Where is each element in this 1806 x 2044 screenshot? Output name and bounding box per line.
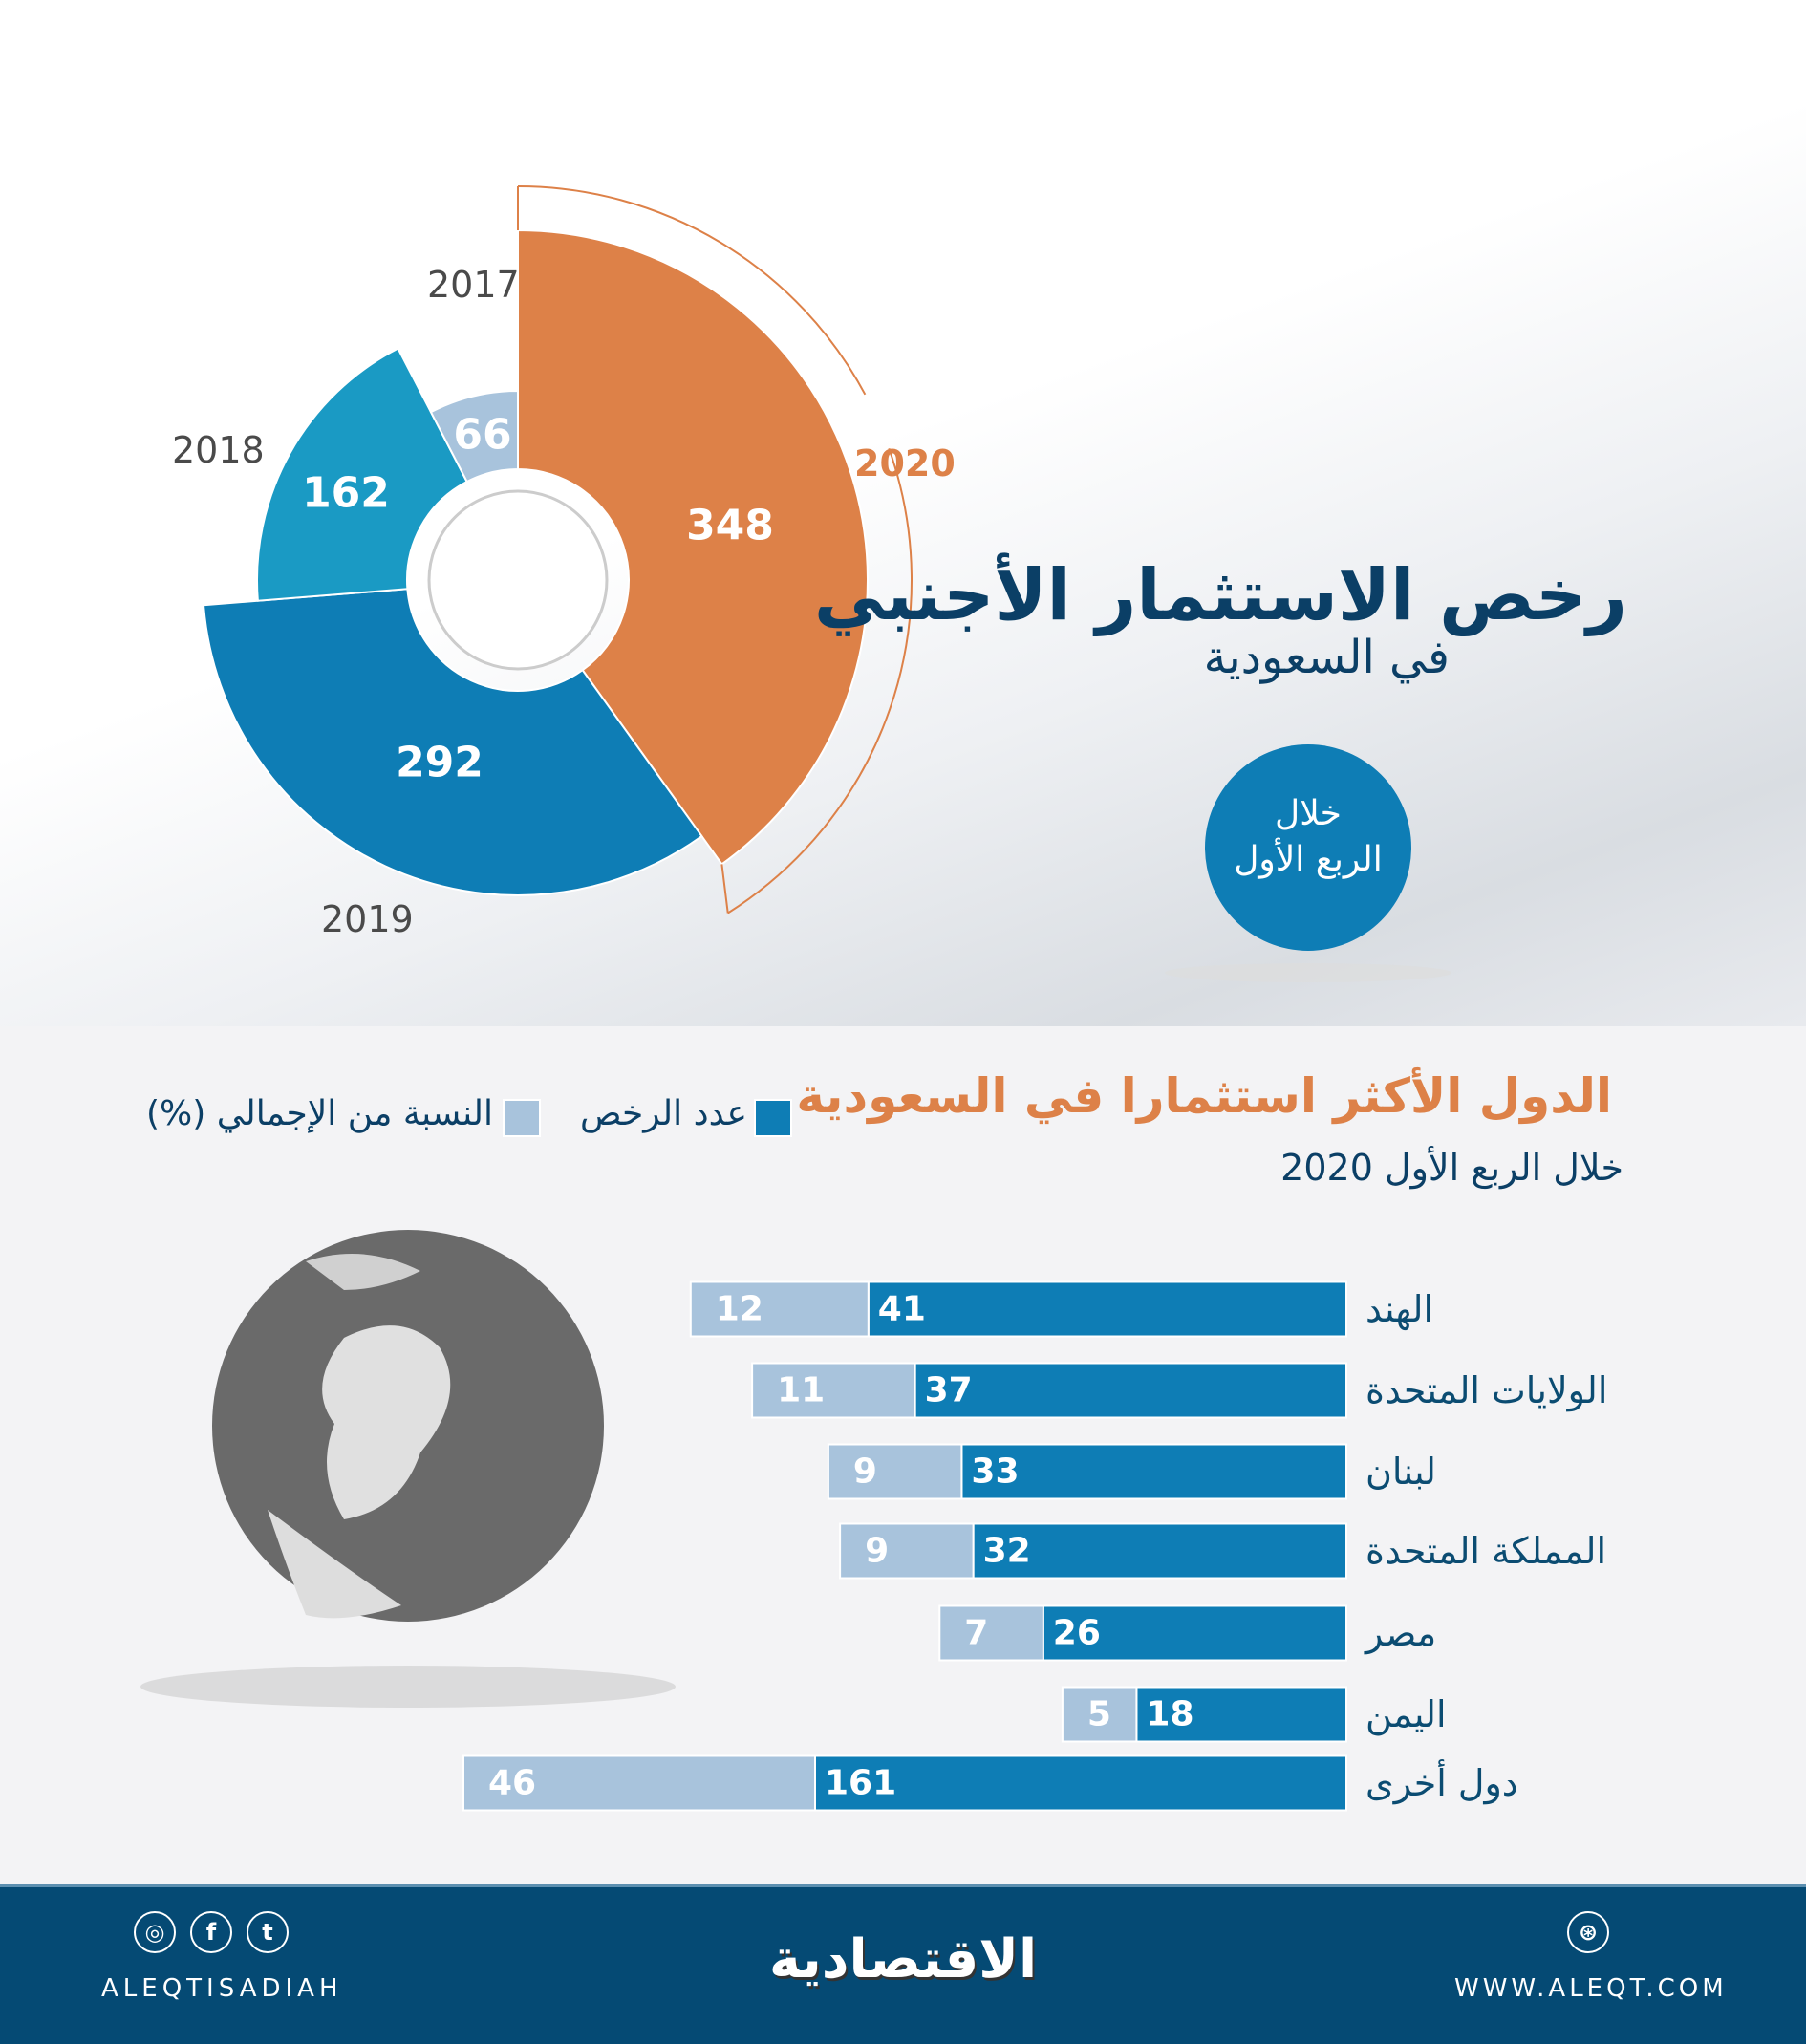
- year-label-2017: 2017: [427, 264, 520, 306]
- bar-share-label: 7: [964, 1613, 989, 1653]
- legend-label-share: النسبة من الإجمالي (%): [146, 1094, 493, 1133]
- year-label-2018: 2018: [172, 429, 265, 471]
- footer: [0, 1884, 1806, 2044]
- badge-line-2: الربع الأول: [1234, 840, 1383, 879]
- value-2020: 348: [686, 501, 774, 550]
- bar-count-label: 41: [877, 1289, 926, 1329]
- instagram-icon[interactable]: ◎: [134, 1911, 176, 1953]
- facebook-icon[interactable]: f: [190, 1911, 232, 1953]
- donut-chart: [202, 185, 1451, 982]
- bar-count-label: 26: [1052, 1613, 1101, 1653]
- value-2018: 162: [302, 468, 390, 518]
- badge-shadow: [1165, 963, 1451, 982]
- bar-share: [751, 1362, 916, 1419]
- legend-label-count: عدد الرخص: [579, 1094, 747, 1133]
- period-badge-text: خلال الربع الأول: [1205, 791, 1411, 883]
- year-label-2019: 2019: [321, 898, 414, 940]
- bar-count-label: 33: [971, 1452, 1020, 1492]
- highlight-arc: [517, 185, 867, 396]
- country-label: اليمن: [1365, 1693, 1447, 1735]
- country-label: دول أخرى: [1365, 1762, 1518, 1804]
- country-label: المملكة المتحدة: [1365, 1530, 1607, 1572]
- legend-swatch-share: [503, 1099, 541, 1137]
- bar-share-label: 46: [488, 1763, 537, 1803]
- bar-count: [960, 1443, 1348, 1500]
- bar-share: [462, 1754, 816, 1812]
- bar-share: [938, 1604, 1044, 1662]
- country-label: الهند: [1365, 1288, 1434, 1330]
- bar-count: [1135, 1686, 1348, 1743]
- bar-share-label: 11: [777, 1370, 826, 1410]
- period-badge: [1205, 744, 1411, 951]
- legend-swatch-count: [754, 1099, 792, 1137]
- bar-share: [827, 1443, 963, 1500]
- brand-logo: الاقتصادية: [768, 1928, 1038, 1990]
- bar-share-label: 12: [715, 1289, 763, 1329]
- bar-count: [914, 1362, 1347, 1419]
- dribbble-icon[interactable]: ⊛: [1567, 1911, 1609, 1953]
- country-label: لبنان: [1365, 1451, 1436, 1493]
- donut-segment-2020: [517, 228, 869, 866]
- section-subtitle: خلال الربع الأول 2020: [1280, 1147, 1623, 1189]
- bar-count-label: 37: [924, 1370, 973, 1410]
- value-2017: 66: [453, 410, 512, 460]
- bar-count: [972, 1522, 1347, 1580]
- donut-center: [427, 489, 609, 671]
- bar-share-label: 9: [852, 1452, 877, 1492]
- social-handle[interactable]: ALEQTISADIAH: [101, 1974, 343, 2003]
- bar-count-label: 18: [1146, 1694, 1194, 1734]
- bar-count-label: 161: [825, 1763, 897, 1803]
- page-title: رخص الاستثمار الأجنبي: [813, 554, 1627, 636]
- bar-count-label: 32: [982, 1531, 1031, 1571]
- value-2019: 292: [396, 738, 484, 787]
- bar-share-label: 5: [1086, 1694, 1111, 1734]
- highlight-arc: [727, 447, 913, 914]
- donut-segment-2017: [429, 389, 519, 484]
- country-label: الولايات المتحدة: [1365, 1369, 1608, 1411]
- donut-segment-2019: [202, 588, 703, 896]
- badge-line-1: خلال: [1275, 794, 1342, 833]
- year-label-2020: 2020: [854, 442, 956, 484]
- bar-count: [814, 1754, 1347, 1812]
- page-subtitle: في السعودية: [1203, 631, 1450, 684]
- bar-share: [689, 1280, 870, 1338]
- twitter-icon[interactable]: t: [247, 1911, 289, 1953]
- country-label: مصر: [1365, 1612, 1437, 1654]
- globe-illustration: [140, 1230, 676, 1708]
- bar-share-label: 9: [865, 1531, 890, 1571]
- bar-share: [839, 1522, 975, 1580]
- bar-count: [867, 1280, 1347, 1338]
- donut-segment-2018: [256, 347, 469, 602]
- section-title: الدول الأكثر استثمارا في السعودية: [796, 1068, 1612, 1124]
- website-link[interactable]: WWW.ALEQT.COM: [1454, 1974, 1728, 2003]
- bar-chart: [462, 1280, 1348, 1812]
- bar-share: [1061, 1686, 1138, 1743]
- bar-count: [1042, 1604, 1348, 1662]
- highlight-arc-edge: [517, 186, 729, 914]
